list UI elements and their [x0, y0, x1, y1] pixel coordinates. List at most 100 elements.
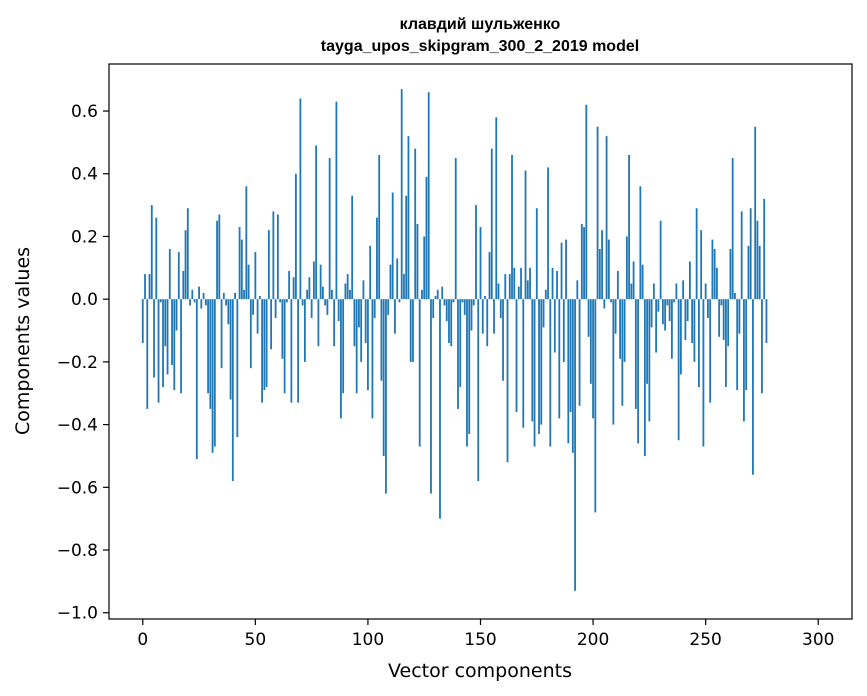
bar-263	[734, 292, 736, 300]
bar-88	[340, 299, 342, 419]
x-tick-label: 100	[352, 630, 384, 650]
bar-64	[285, 299, 288, 303]
bar-206	[605, 136, 608, 300]
bar-230	[659, 220, 662, 300]
bar-123	[418, 299, 421, 447]
bar-160	[502, 299, 504, 381]
bar-236	[673, 299, 676, 303]
x-tick-label: 150	[464, 630, 496, 650]
bar-217	[630, 283, 633, 300]
bar-241	[684, 299, 687, 340]
bar-194	[578, 299, 581, 406]
bar-130	[434, 296, 437, 300]
bar-97	[360, 299, 363, 362]
bar-86	[335, 101, 338, 300]
bar-244	[691, 299, 694, 344]
bar-173	[531, 299, 534, 422]
bar-25	[198, 286, 200, 300]
bar-137	[450, 299, 453, 347]
x-axis-label: Vector components	[388, 660, 572, 682]
bar-32	[213, 299, 216, 447]
bar-212	[619, 299, 621, 359]
plot-frame	[108, 63, 853, 620]
bar-221	[639, 186, 642, 300]
bar-62	[281, 299, 284, 359]
bar-53	[261, 299, 263, 403]
bar-129	[432, 299, 435, 318]
bar-167	[517, 286, 520, 300]
bar-35	[220, 299, 223, 369]
bar-174	[533, 299, 536, 447]
bar-44	[240, 239, 243, 300]
y-axis-ticks: −1.0 −0.8 −0.6 −0.4 −0.2 0.0 0.2 0.4 0.6	[57, 102, 109, 624]
bar-71	[301, 299, 304, 306]
bar-30	[209, 299, 212, 409]
bar-166	[515, 299, 518, 413]
bar-227	[652, 283, 655, 300]
bar-246	[695, 208, 698, 300]
bar-60	[276, 214, 279, 300]
bar-161	[504, 274, 507, 300]
bar-207	[607, 239, 610, 300]
bar-52	[258, 296, 261, 300]
bar-190	[569, 299, 572, 413]
bar-276	[763, 198, 766, 300]
bar-67	[292, 277, 295, 300]
y-axis-label: Components values	[12, 247, 34, 435]
bar-250	[704, 283, 707, 300]
bar-149	[477, 299, 480, 482]
bar-152	[484, 296, 486, 300]
bar-23	[193, 299, 196, 303]
bar-33	[216, 220, 218, 300]
bar-140	[457, 299, 459, 409]
bar-54	[263, 299, 266, 391]
bar-43	[238, 227, 241, 300]
bar-198	[587, 299, 590, 337]
bar-172	[529, 267, 531, 300]
bar-182	[551, 267, 554, 300]
bar-63	[283, 299, 286, 394]
bar-142	[461, 299, 464, 303]
bar-234	[668, 299, 671, 322]
bar-154	[488, 252, 491, 300]
bar-118	[407, 136, 410, 300]
bar-184	[556, 270, 558, 300]
bar-74	[308, 277, 311, 300]
bar-122	[416, 223, 419, 300]
bar-series	[141, 89, 768, 591]
bar-136	[448, 299, 450, 344]
bar-131	[436, 289, 439, 300]
bar-147	[472, 299, 475, 306]
bar-202	[596, 126, 599, 300]
x-tick-label: 50	[245, 630, 267, 650]
bar-3	[148, 274, 151, 300]
bar-275	[761, 299, 763, 394]
bar-75	[310, 299, 313, 318]
bar-138	[452, 299, 455, 303]
bar-193	[576, 280, 579, 300]
bar-39	[229, 299, 232, 400]
bar-126	[425, 176, 428, 300]
bar-205	[603, 299, 606, 309]
bar-15	[175, 299, 178, 331]
bar-100	[367, 299, 369, 391]
x-tick-label: 250	[689, 630, 721, 650]
bar-14	[173, 299, 176, 391]
bar-36	[222, 292, 225, 300]
bar-203	[598, 249, 601, 300]
bar-124	[421, 289, 423, 300]
bar-164	[511, 154, 513, 300]
bar-146	[470, 299, 473, 331]
bar-106	[380, 299, 383, 381]
bar-104	[376, 217, 378, 300]
y-tick-label: −0.4	[57, 416, 98, 436]
bar-159	[499, 299, 502, 318]
bar-208	[610, 299, 612, 303]
bar-256	[718, 299, 721, 337]
bar-28	[204, 299, 207, 306]
bar-111	[391, 192, 394, 300]
bar-191	[571, 299, 574, 453]
x-tick-label: 300	[802, 630, 834, 650]
bar-266	[740, 211, 743, 300]
